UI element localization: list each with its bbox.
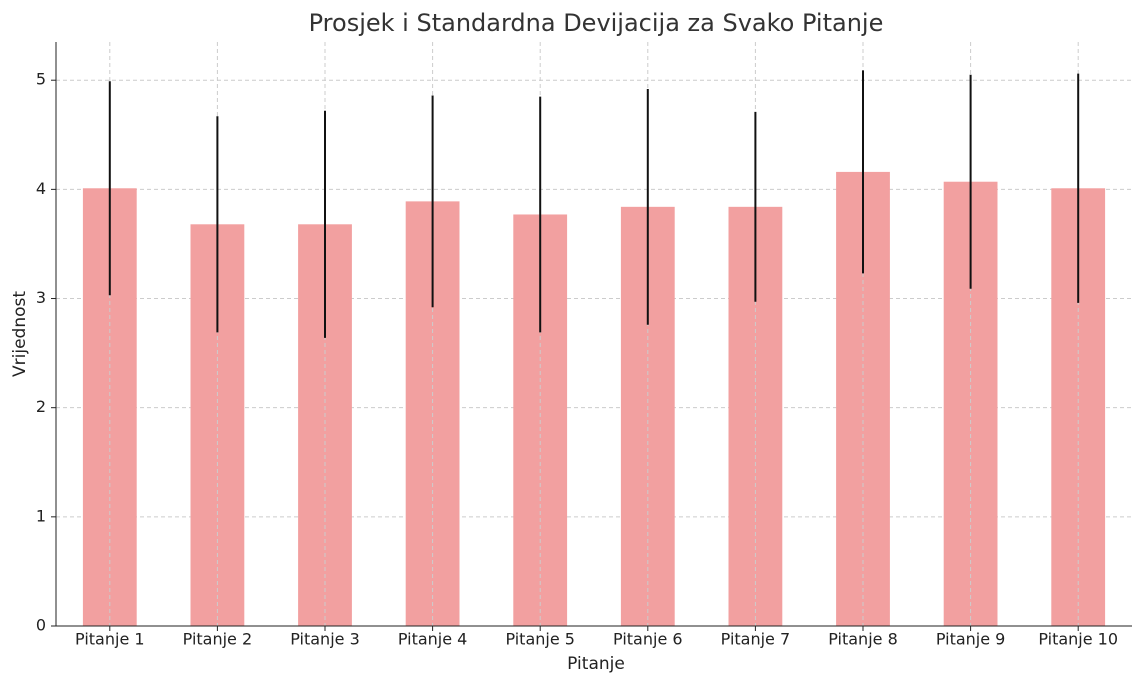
y-tick-label: 1: [36, 506, 46, 525]
y-tick-label: 0: [36, 616, 46, 635]
y-tick-label: 2: [36, 397, 46, 416]
y-tick-label: 5: [36, 70, 46, 89]
chart-title: Prosjek i Standardna Devijacija za Svako…: [309, 9, 884, 37]
x-tick-label: Pitanje 1: [75, 630, 145, 649]
x-tick-label: Pitanje 2: [183, 630, 253, 649]
x-tick-label: Pitanje 3: [290, 630, 360, 649]
x-tick-label: Pitanje 4: [398, 630, 468, 649]
x-tick-label: Pitanje 5: [505, 630, 575, 649]
x-tick-label: Pitanje 9: [936, 630, 1006, 649]
y-tick-label: 3: [36, 288, 46, 307]
x-tick-label: Pitanje 6: [613, 630, 683, 649]
x-tick-label: Pitanje 8: [828, 630, 898, 649]
x-tick-label: Pitanje 10: [1038, 630, 1118, 649]
x-tick-label: Pitanje 7: [721, 630, 791, 649]
y-tick-label: 4: [36, 179, 46, 198]
y-axis-label: Vrijednost: [10, 291, 30, 377]
x-axis-label: Pitanje: [567, 654, 625, 673]
